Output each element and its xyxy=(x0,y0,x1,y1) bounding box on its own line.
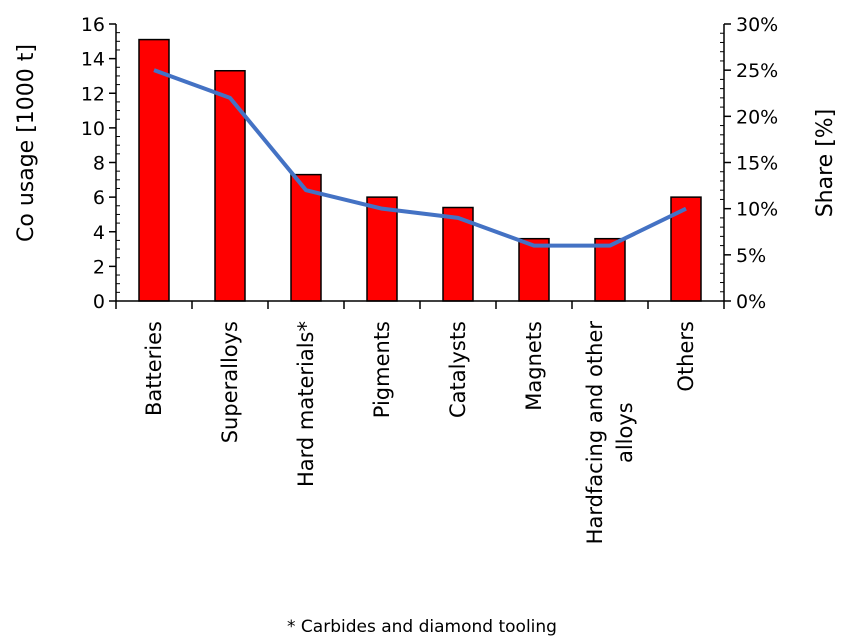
category-label-line: Catalysts xyxy=(446,321,470,418)
category-label: Hardfacing and other alloys xyxy=(583,321,637,545)
category-label: Superalloys xyxy=(218,321,242,443)
bar xyxy=(594,237,626,302)
y-tick-label: 12 xyxy=(81,83,105,105)
category-label-line: Superalloys xyxy=(218,321,242,443)
bar xyxy=(518,237,550,302)
y2-tick-label: 25% xyxy=(736,60,778,82)
y-tick-label: 2 xyxy=(93,256,105,278)
y2-tick-label: 10% xyxy=(736,199,778,221)
y2-tick-label: 20% xyxy=(736,106,778,128)
y-axis-title: Co usage [1000 t] xyxy=(14,44,39,242)
bar xyxy=(214,69,246,302)
category-label-line: Others xyxy=(674,321,698,392)
y2-tick-label: 0% xyxy=(736,291,766,313)
y-tick-label: 10 xyxy=(81,118,105,140)
y2-tick-label: 5% xyxy=(736,245,766,267)
category-label-line: Hardfacing and other xyxy=(583,321,607,545)
y2-tick-label: 15% xyxy=(736,153,778,175)
category-label: Others xyxy=(674,321,698,392)
category-label: Hard materials* xyxy=(294,321,318,487)
y-tick-label: 8 xyxy=(93,153,105,175)
category-label: Catalysts xyxy=(446,321,470,418)
bars-layer xyxy=(138,38,702,302)
y-tick-label: 0 xyxy=(93,291,105,313)
y-tick-label: 16 xyxy=(81,14,105,36)
category-label: Batteries xyxy=(142,321,166,416)
bar xyxy=(366,196,398,302)
footnote: * Carbides and diamond tooling xyxy=(287,617,557,637)
y-tick-label: 14 xyxy=(81,49,105,71)
y2-axis-title: Share [%] xyxy=(813,109,838,218)
category-label: Magnets xyxy=(522,321,546,411)
labels-layer: 0 2 4 6 8 10 12 14 16 0% 5% 10% 15% 20% 25% 30% Batterie… xyxy=(81,14,778,544)
bar xyxy=(138,38,170,302)
axes-layer xyxy=(109,23,731,309)
y2-tick-label: 30% xyxy=(736,14,778,36)
bar xyxy=(290,173,322,302)
category-label-line: Pigments xyxy=(370,321,394,418)
category-label-line: Batteries xyxy=(142,321,166,416)
category-label-line: Magnets xyxy=(522,321,546,411)
category-label: Pigments xyxy=(370,321,394,418)
y-tick-label: 4 xyxy=(93,222,105,244)
y-tick-label: 6 xyxy=(93,187,105,209)
category-label-line: alloys xyxy=(613,402,637,463)
category-label-line: Hard materials* xyxy=(294,321,318,487)
share-line xyxy=(153,68,687,248)
